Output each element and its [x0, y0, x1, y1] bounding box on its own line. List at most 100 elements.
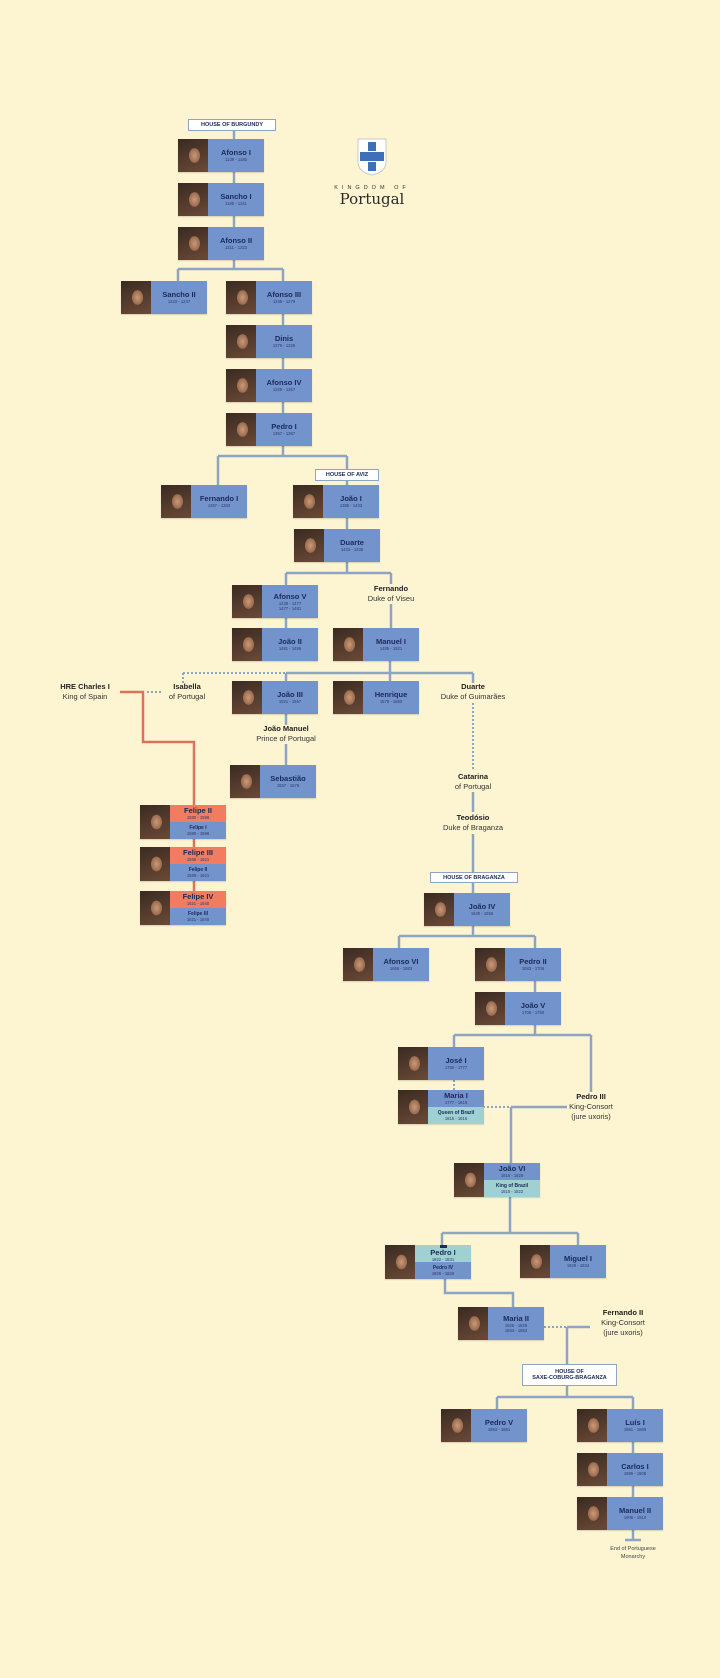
portrait-image [140, 847, 170, 881]
monarch-name: João IV [468, 902, 496, 911]
monarch-card-pedro-i[interactable]: Pedro I 1357 - 1367 [226, 413, 312, 446]
monarch-reign: 1580 - 1598 [186, 815, 210, 820]
monarch-card-sancho-ii[interactable]: Sancho II 1223 - 1247 [121, 281, 207, 314]
monarch-reign: 1826 - 1828 [504, 1322, 528, 1328]
monarch-card-manuel-ii[interactable]: Manuel II 1908 - 1910 [577, 1497, 663, 1530]
logo-kingdom-of: KINGDOM OF [334, 185, 410, 191]
portrait-image [398, 1047, 428, 1080]
portrait-image [226, 281, 256, 314]
monarch-secondary: Queen of Brazil 1815 - 1816 [428, 1107, 484, 1124]
monarch-card-joao-iii[interactable]: João III 1521 - 1557 [232, 681, 318, 714]
monarch-primary: Manuel I 1495 - 1521 [363, 628, 419, 661]
monarch-card-sebastiao[interactable]: Sebastião 1557 - 1578 [230, 765, 316, 798]
portrait-image [232, 628, 262, 661]
monarch-name: João II [278, 637, 302, 646]
monarch-card-manuel-i[interactable]: Manuel I 1495 - 1521 [333, 628, 419, 661]
portrait-image [178, 139, 208, 172]
monarch-card-pedro-ii[interactable]: Pedro II 1683 - 1706 [475, 948, 561, 981]
monarch-card-miguel-i[interactable]: Miguel I 1828 - 1834 [520, 1245, 606, 1278]
monarch-card-felipe-iii[interactable]: Felipe III 1598 - 1621 Felipe II 1598 - 162… [140, 847, 226, 881]
monarch-card-dinis[interactable]: Dinis 1279 - 1325 [226, 325, 312, 358]
monarch-name: Sancho I [220, 192, 252, 201]
monarch-secondary: Felipe I 1580 - 1598 [170, 822, 226, 839]
monarch-name: Manuel I [375, 637, 406, 646]
monarch-info: Maria II 1826 - 1828 1834 - 1853 [488, 1307, 544, 1340]
monarch-name: Sancho II [162, 290, 196, 299]
logo-portugal: Portugal [339, 190, 405, 208]
monarch-card-afonso-i[interactable]: Afonso I 1139 - 1185 [178, 139, 264, 172]
monarch-card-joao-iv[interactable]: João IV 1640 - 1656 [424, 893, 510, 926]
monarch-reign: 1481 - 1495 [278, 646, 302, 651]
portrait-image [178, 183, 208, 216]
monarch-card-maria-ii[interactable]: Maria II 1826 - 1828 1834 - 1853 [458, 1307, 544, 1340]
monarch-primary: Maria II 1826 - 1828 1834 - 1853 [488, 1307, 544, 1340]
monarch-info: Afonso V 1438 - 1477 1477 - 1481 [262, 585, 318, 618]
monarch-card-joao-i[interactable]: João I 1385 - 1433 [293, 485, 379, 518]
monarch-info: Afonso III 1248 - 1279 [256, 281, 312, 314]
monarch-info: João II 1481 - 1495 [262, 628, 318, 661]
monarch-info: João IV 1640 - 1656 [454, 893, 510, 926]
monarch-card-henrique[interactable]: Henrique 1578 - 1580 [333, 681, 419, 714]
monarch-primary: Sancho II 1223 - 1247 [151, 281, 207, 314]
monarch-primary: Dinis 1279 - 1325 [256, 325, 312, 358]
note-isabella: Isabella of Portugal [169, 682, 205, 702]
monarch-info: José I 1750 - 1777 [428, 1047, 484, 1080]
monarch-card-afonso-iii[interactable]: Afonso III 1248 - 1279 [226, 281, 312, 314]
monarch-reign: 1325 - 1357 [272, 387, 296, 392]
secondary-title: Felipe II [188, 867, 208, 873]
monarch-primary: Luís I 1861 - 1889 [607, 1409, 663, 1442]
portrait-image [475, 948, 505, 981]
monarch-name: João V [520, 1001, 546, 1010]
monarch-card-afonso-iv[interactable]: Afonso IV 1325 - 1357 [226, 369, 312, 402]
monarch-card-duarte[interactable]: Duarte 1433 - 1438 [294, 529, 380, 562]
monarch-name: Pedro V [484, 1418, 514, 1427]
portrait-image [520, 1245, 550, 1278]
monarch-name: João I [340, 494, 362, 503]
monarch-primary: Felipe IV 1621 - 1640 [170, 891, 226, 908]
monarch-name: Miguel I [564, 1254, 592, 1263]
monarch-card-carlos-i[interactable]: Carlos I 1889 - 1908 [577, 1453, 663, 1486]
monarch-card-sancho-i[interactable]: Sancho I 1185 - 1211 [178, 183, 264, 216]
monarch-primary: Pedro I 1357 - 1367 [256, 413, 312, 446]
monarch-primary: Henrique 1578 - 1580 [363, 681, 419, 714]
monarch-info: Sancho II 1223 - 1247 [151, 281, 207, 314]
secondary-title: Queen of Brazil [437, 1110, 475, 1116]
end-line1: End of Portuguese [610, 1546, 656, 1552]
monarch-info: Maria I 1777 - 1816 Queen of Brazil 1815 - … [428, 1090, 484, 1124]
monarch-card-joao-v[interactable]: João V 1706 - 1750 [475, 992, 561, 1025]
monarch-card-afonso-v[interactable]: Afonso V 1438 - 1477 1477 - 1481 [232, 585, 318, 618]
monarch-info: Fernando I 1367 - 1383 [191, 485, 247, 518]
monarch-info: Sebastião 1557 - 1578 [260, 765, 316, 798]
monarch-card-luis-i[interactable]: Luís I 1861 - 1889 [577, 1409, 663, 1442]
note-title: King of Spain [62, 692, 108, 701]
monarch-name: Maria I [444, 1091, 468, 1100]
monarch-reign: 1495 - 1521 [379, 646, 403, 651]
monarch-card-jose-i[interactable]: José I 1750 - 1777 [398, 1047, 484, 1080]
monarch-primary: Duarte 1433 - 1438 [324, 529, 380, 562]
monarch-card-afonso-vi[interactable]: Afonso VI 1656 - 1683 [343, 948, 429, 981]
monarch-reign: 1578 - 1580 [379, 699, 403, 704]
monarch-primary: Felipe II 1580 - 1598 [170, 805, 226, 822]
monarch-card-felipe-iv[interactable]: Felipe IV 1621 - 1640 Felipe III 1621 - 164… [140, 891, 226, 925]
monarch-card-pedro-i[interactable]: Pedro I 1822 - 1831 Pedro IV 1826 - 1826 [385, 1245, 471, 1279]
monarch-info: Miguel I 1828 - 1834 [550, 1245, 606, 1278]
monarch-card-joao-vi[interactable]: João VI 1816 - 1826 King of Brazil 1816 - 1… [454, 1163, 540, 1197]
monarch-card-joao-ii[interactable]: João II 1481 - 1495 [232, 628, 318, 661]
portrait-image [140, 891, 170, 925]
note-name: Fernando [373, 584, 409, 593]
monarch-reign: 1433 - 1438 [340, 547, 364, 552]
monarch-primary: Pedro V 1853 - 1861 [471, 1409, 527, 1442]
monarch-card-maria-i[interactable]: Maria I 1777 - 1816 Queen of Brazil 1815 - … [398, 1090, 484, 1124]
monarch-primary: João V 1706 - 1750 [505, 992, 561, 1025]
monarch-primary: João VI 1816 - 1826 [484, 1163, 540, 1180]
monarch-card-fernando-i[interactable]: Fernando I 1367 - 1383 [161, 485, 247, 518]
monarch-card-afonso-ii[interactable]: Afonso II 1211 - 1223 [178, 227, 264, 260]
monarch-info: João VI 1816 - 1826 King of Brazil 1816 - 1… [484, 1163, 540, 1197]
monarch-card-felipe-ii[interactable]: Felipe II 1580 - 1598 Felipe I 1580 - 1598 [140, 805, 226, 839]
monarch-reign: 1706 - 1750 [521, 1010, 545, 1015]
secondary-reign: 1815 - 1816 [444, 1116, 468, 1121]
portrait-image [226, 369, 256, 402]
monarch-reign: 1248 - 1279 [272, 299, 296, 304]
monarch-info: Afonso II 1211 - 1223 [208, 227, 264, 260]
monarch-card-pedro-v[interactable]: Pedro V 1853 - 1861 [441, 1409, 527, 1442]
